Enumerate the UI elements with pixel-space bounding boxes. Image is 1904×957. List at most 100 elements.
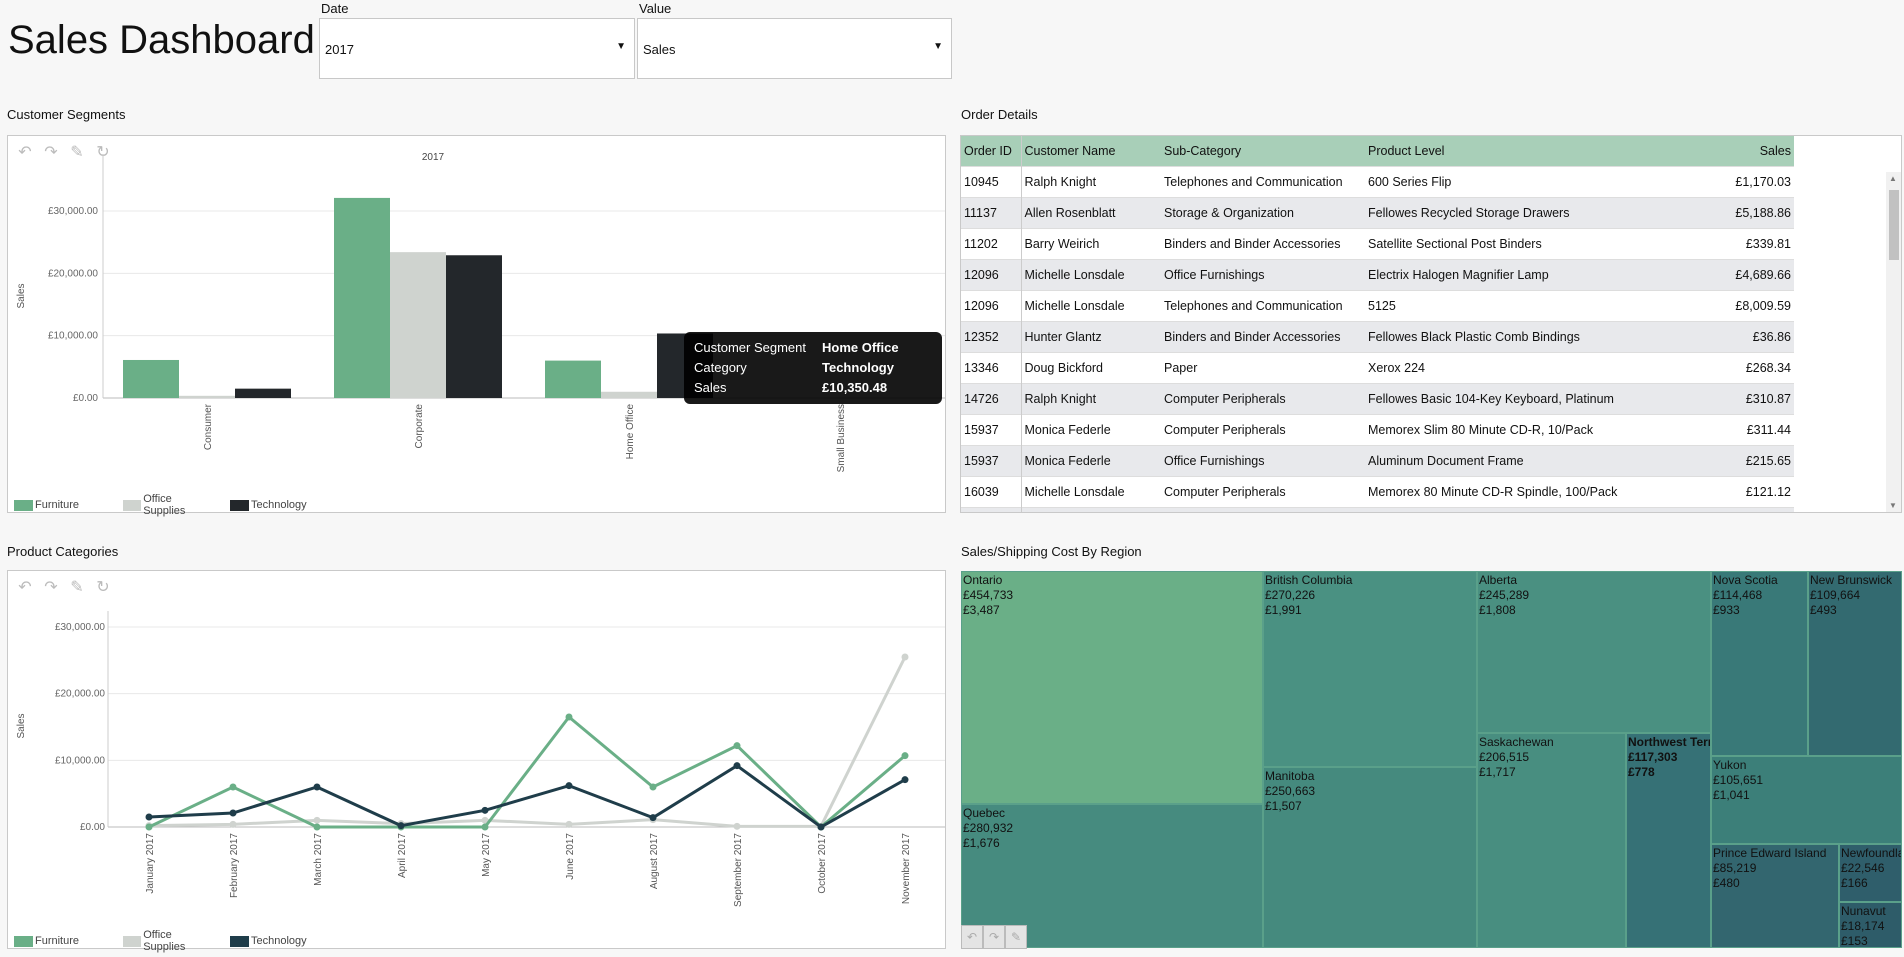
bar-furniture[interactable]	[545, 360, 601, 398]
table-cell: Computer Peripherals	[1161, 414, 1365, 446]
bar-technology[interactable]	[235, 388, 291, 398]
redo-icon[interactable]: ↷	[44, 579, 58, 596]
point-furniture[interactable]	[565, 713, 573, 721]
table-row[interactable]: 10945 Ralph Knight Telephones and Communic…	[961, 166, 1794, 198]
column-header[interactable]: Order ID	[961, 136, 1022, 167]
line-furniture[interactable]	[148, 714, 906, 830]
table-row[interactable]: 14726 Ralph Knight Computer Peripherals Fel…	[961, 383, 1794, 415]
column-header[interactable]: Product Level	[1365, 136, 1695, 167]
legend-technology[interactable]: Technology	[230, 499, 307, 511]
undo-icon[interactable]: ↶	[961, 925, 983, 949]
scroll-up-icon[interactable]: ▲	[1889, 174, 1897, 183]
table-row[interactable]: 12096 Michelle Lonsdale Telephones and Com…	[961, 290, 1794, 322]
point-office-supplies[interactable]	[901, 653, 909, 661]
undo-icon[interactable]: ↶	[18, 579, 32, 596]
point-furniture[interactable]	[901, 752, 909, 760]
legend-furniture[interactable]: Furniture	[14, 935, 107, 947]
treemap-tile[interactable]: New Brunswick £109,664 £493	[1808, 571, 1902, 756]
table-row[interactable]: 11202 Barry Weirich Binders and Binder Acc…	[961, 228, 1794, 260]
table-row[interactable]: 15937 Monica Federle Office Furnishings Alu…	[961, 445, 1794, 477]
reset-icon[interactable]: ↻	[96, 579, 110, 596]
point-office-supplies[interactable]	[733, 822, 741, 830]
point-technology[interactable]	[397, 822, 405, 830]
point-technology[interactable]	[481, 806, 489, 814]
redo-icon[interactable]: ↷	[983, 925, 1005, 949]
scrollbar-thumb[interactable]	[1889, 190, 1899, 260]
treemap-tile[interactable]: Yukon £105,651 £1,041	[1711, 756, 1902, 844]
point-office-supplies[interactable]	[313, 816, 321, 824]
treemap-tile[interactable]: Saskachewan £206,515 £1,717	[1477, 733, 1626, 948]
point-office-supplies[interactable]	[481, 816, 489, 824]
point-office-supplies[interactable]	[229, 820, 237, 828]
tile-name: Ontario	[963, 573, 1003, 587]
point-furniture[interactable]	[733, 742, 741, 750]
line-chart: Sales £0.00 £10,000.00 £20,000.00 £30,000.00…	[16, 611, 945, 907]
point-technology[interactable]	[733, 762, 741, 770]
treemap-tile[interactable]: Alberta £245,289 £1,808	[1477, 571, 1711, 733]
legend-furniture[interactable]: Furniture	[14, 499, 107, 511]
treemap-tile[interactable]: Nova Scotia £114,468 £933	[1711, 571, 1808, 756]
point-furniture[interactable]	[649, 783, 657, 791]
point-furniture[interactable]	[229, 783, 237, 791]
column-header[interactable]: Sub-Category	[1161, 136, 1365, 167]
line-office-supplies[interactable]	[148, 656, 907, 828]
table-cell: 12096	[961, 259, 1022, 291]
tile-shipping: £480	[1713, 876, 1740, 890]
redo-icon[interactable]: ↷	[44, 144, 58, 161]
legend-office-supplies[interactable]: Office Supplies	[123, 929, 214, 953]
table-row[interactable]: 12352 Hunter Glantz Binders and Binder Acc…	[961, 321, 1794, 353]
line-technology[interactable]	[148, 763, 906, 829]
tile-sales: £105,651	[1713, 773, 1764, 787]
column-header[interactable]: Sales	[1695, 136, 1794, 167]
point-office-supplies[interactable]	[565, 820, 573, 828]
tile-sales: £114,468	[1713, 588, 1763, 602]
point-technology[interactable]	[565, 782, 573, 790]
point-technology[interactable]	[229, 809, 237, 817]
bar-technology[interactable]	[446, 255, 502, 398]
point-furniture[interactable]	[313, 823, 321, 831]
legend-office-supplies[interactable]: Office Supplies	[123, 493, 214, 517]
table-row[interactable]: 16039 Michelle Lonsdale Computer Periphera…	[961, 476, 1794, 508]
bar-office-supplies[interactable]	[390, 252, 446, 398]
treemap-tile[interactable]: Ontario £454,733 £3,487	[961, 571, 1263, 804]
bar-office-supplies[interactable]	[601, 391, 657, 398]
treemap-tile[interactable]: Quebec £280,932 £1,676	[961, 804, 1263, 948]
point-technology[interactable]	[817, 823, 825, 831]
point-technology[interactable]	[649, 814, 657, 822]
bar-legend: Furniture Office Supplies Technology	[14, 493, 323, 517]
eraser-icon[interactable]: ✎	[70, 144, 84, 161]
table-row[interactable]: 15937 Monica Federle Computer Peripherals M…	[961, 414, 1794, 446]
point-technology[interactable]	[313, 783, 321, 791]
table-row[interactable]: 16423Bryan DavisPaperXerox 20£128.21	[961, 507, 1794, 512]
treemap-tile[interactable]: Nunavut £18,174 £153	[1839, 902, 1902, 948]
eraser-icon[interactable]: ✎	[1005, 925, 1027, 949]
undo-icon[interactable]: ↶	[18, 144, 32, 161]
date-select[interactable]: 2017 ▼	[319, 18, 635, 79]
tile-shipping: £493	[1810, 603, 1837, 617]
treemap-tile[interactable]: Northwest Territories£117,303£778	[1626, 733, 1711, 948]
eraser-icon[interactable]: ✎	[70, 579, 84, 596]
treemap-tile[interactable]: Newfoundland£22,546£166	[1839, 844, 1902, 902]
bar-furniture[interactable]	[334, 197, 390, 398]
point-furniture[interactable]	[145, 823, 153, 831]
table-row[interactable]: 11137 Allen Rosenblatt Storage & Organizat…	[961, 197, 1794, 229]
x-tick-label: Consumer	[203, 403, 214, 450]
bar-furniture[interactable]	[123, 359, 179, 398]
treemap-tile[interactable]: British Columbia £270,226 £1,991	[1263, 571, 1477, 767]
column-header[interactable]: Customer Name	[1021, 136, 1161, 167]
point-furniture[interactable]	[481, 823, 489, 831]
table-row[interactable]: 12096 Michelle Lonsdale Office Furnishings…	[961, 259, 1794, 291]
reset-icon[interactable]: ↻	[96, 144, 110, 161]
treemap-tile[interactable]: Manitoba £250,663 £1,507	[1263, 767, 1477, 948]
legend-technology[interactable]: Technology	[230, 935, 307, 947]
scroll-down-icon[interactable]: ▼	[1889, 501, 1897, 510]
bar-office-supplies[interactable]	[179, 395, 235, 398]
value-select[interactable]: Sales ▼	[637, 18, 952, 79]
table-row[interactable]: 13346 Doug Bickford Paper Xerox 224 £268.34	[961, 352, 1794, 384]
table-scrollbar[interactable]: ▲ ▼	[1886, 172, 1901, 512]
point-technology[interactable]	[145, 813, 153, 821]
point-technology[interactable]	[901, 776, 909, 784]
treemap-tile[interactable]: Prince Edward Island £85,219 £480	[1711, 844, 1839, 948]
tile-shipping: £1,676	[963, 836, 1000, 850]
table-cell: Ralph Knight	[1021, 166, 1161, 198]
